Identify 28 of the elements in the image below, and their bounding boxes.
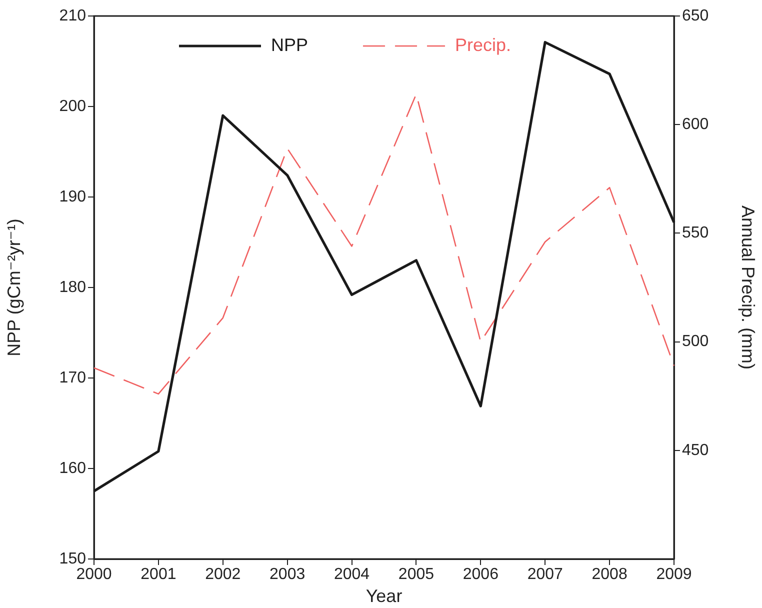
y-tick-label: 170 [59, 369, 86, 386]
x-tick-label: 2002 [205, 566, 241, 584]
y2-tick-label: 600 [682, 116, 709, 134]
y2-tick-label: 650 [682, 7, 709, 24]
y2-tick-label: 450 [682, 442, 709, 459]
x-tick-label: 2006 [462, 566, 499, 584]
x-tick-label: 2001 [140, 566, 176, 584]
x-tick-label: 2008 [592, 566, 628, 584]
y-axis-title: NPP (gCm⁻²yr⁻¹) [4, 218, 24, 356]
y-tick-label: 190 [59, 188, 86, 206]
line-series [93, 94, 675, 395]
y-tick-label: 160 [59, 460, 86, 477]
x-tick-label: 2005 [398, 566, 434, 584]
x-tick-label: 2003 [270, 566, 306, 584]
y-tick-label: 200 [59, 98, 86, 115]
x-tick-label: 2004 [334, 566, 370, 584]
y2-tick-label: 550 [682, 224, 709, 242]
x-tick-label: 2009 [656, 566, 692, 584]
legend-label: Precip. [455, 34, 512, 55]
legend-label: NPP [271, 34, 308, 55]
y2-axis-title: Annual Precip. (mm) [738, 205, 758, 370]
y2-tick-label: 500 [682, 333, 709, 350]
x-tick-label: 2007 [527, 566, 564, 584]
y-tick-label: 150 [59, 550, 86, 568]
x-tick-label: 2000 [76, 566, 112, 584]
x-axis-title: Year [366, 586, 402, 606]
y-tick-label: 210 [59, 7, 86, 24]
y-tick-label: 180 [59, 278, 86, 296]
